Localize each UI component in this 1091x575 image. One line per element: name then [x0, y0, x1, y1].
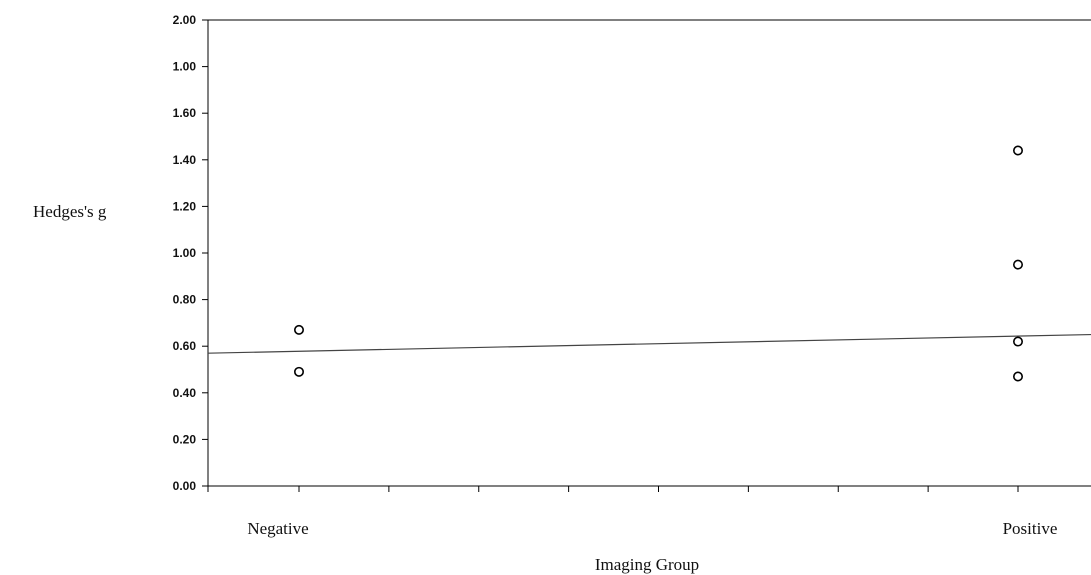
y-tick-label: 0.80: [173, 293, 197, 307]
x-category-label: Negative: [247, 519, 308, 538]
y-tick-label: 0.60: [173, 339, 197, 353]
x-category-label: Positive: [1003, 519, 1058, 538]
trendline: [207, 333, 1091, 354]
y-tick-label: 0.40: [173, 386, 197, 400]
y-tick-label: 1.60: [173, 106, 197, 120]
trendline-group: [207, 333, 1091, 354]
plot-frame: [207, 19, 1091, 492]
data-point: [293, 324, 304, 335]
y-axis-label: Hedges's g: [33, 202, 107, 221]
data-point: [1012, 371, 1023, 382]
x-axis: Negative Positive: [247, 486, 1057, 538]
data-point: [1012, 259, 1023, 270]
y-tick-label: 1.00: [173, 60, 197, 74]
y-tick-label: 2.00: [173, 13, 197, 27]
y-tick-label: 1.00: [173, 246, 197, 260]
data-point: [293, 366, 304, 377]
x-axis-label: Imaging Group: [595, 555, 699, 574]
data-point: [1012, 336, 1023, 347]
y-tick-label: 1.40: [173, 153, 197, 167]
data-point: [1012, 145, 1023, 156]
y-axis: 2.00 1.00 1.60 1.40 1.20 1.00 0.80 0.60 0.40 0.20…: [173, 13, 208, 493]
y-tick-label: 1.20: [173, 199, 197, 213]
y-tick-label: 0.20: [173, 432, 197, 446]
y-tick-label: 0.00: [173, 479, 197, 493]
data-points: [293, 145, 1023, 382]
